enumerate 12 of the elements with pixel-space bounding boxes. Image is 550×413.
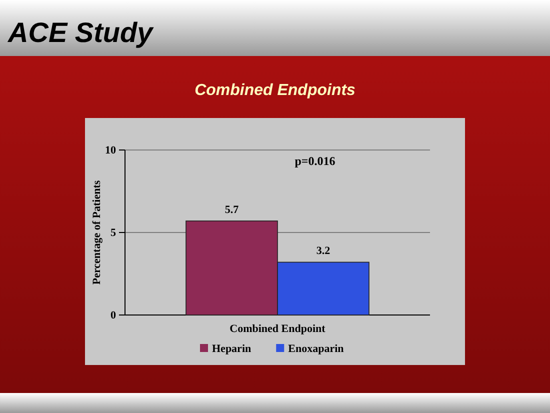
chart-subtitle: Combined Endpoints bbox=[194, 82, 356, 99]
data-label: 5.7 bbox=[224, 204, 240, 216]
legend-label: Heparin bbox=[212, 343, 252, 355]
legend-label: Enoxaparin bbox=[288, 343, 344, 355]
x-axis-title: Combined Endpoint bbox=[230, 323, 326, 335]
y-axis-title: Percentage of Patients bbox=[91, 180, 103, 285]
y-tick-label: 0 bbox=[110, 310, 116, 322]
y-tick-label: 5 bbox=[110, 227, 116, 240]
y-tick-label: 10 bbox=[105, 144, 116, 157]
chart-title: ACE Study bbox=[7, 17, 154, 48]
annotation: p=0.016 bbox=[294, 154, 336, 168]
data-label: 3.2 bbox=[316, 245, 331, 258]
